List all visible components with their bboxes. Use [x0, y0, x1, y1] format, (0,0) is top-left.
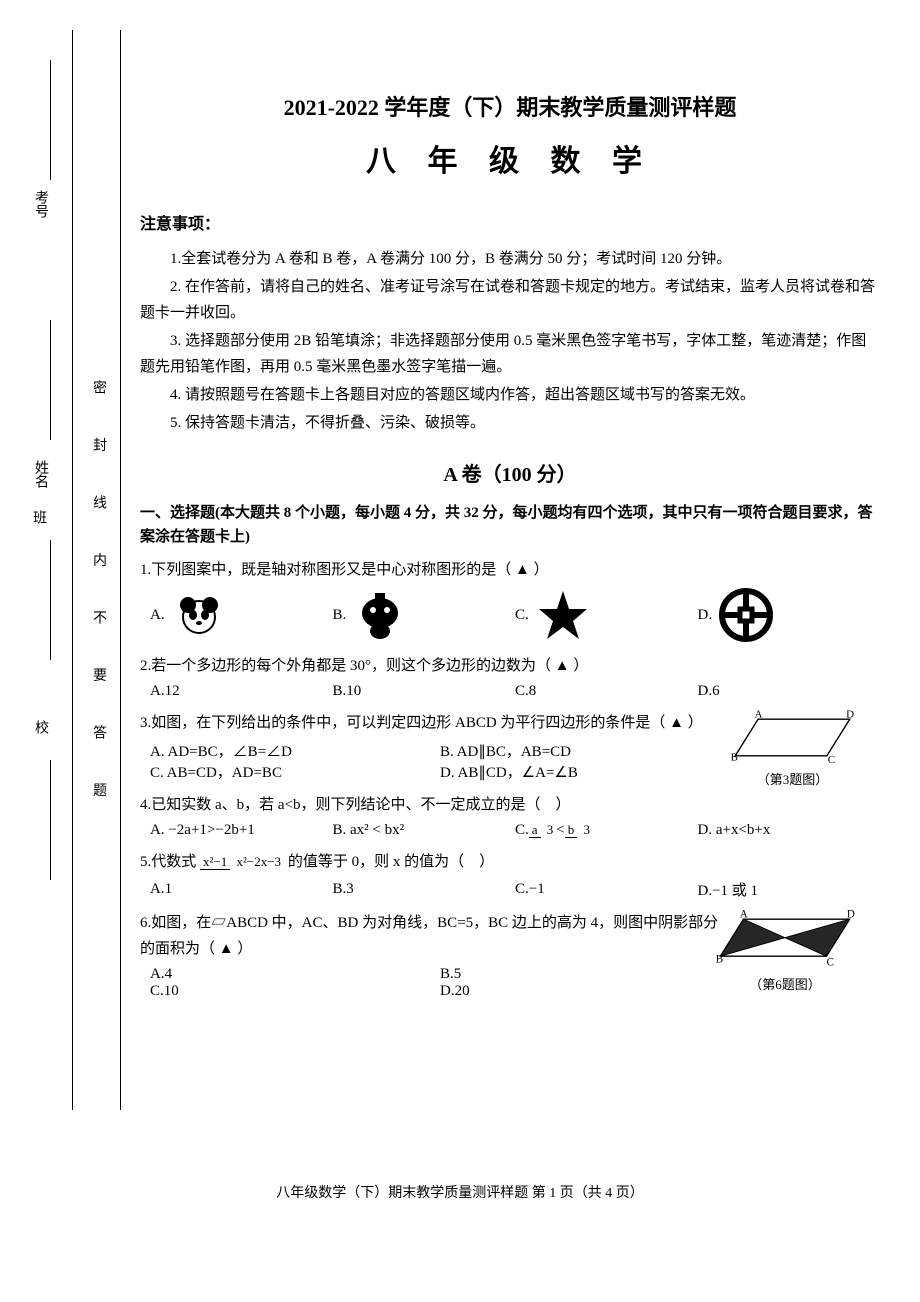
q5-options: A.1 B.3 C.−1 D.−1 或 1 — [150, 879, 880, 900]
q5-opt-b: B.3 — [333, 881, 516, 898]
q4-opt-c-prefix: C. — [515, 822, 529, 839]
panda-icon — [171, 587, 227, 643]
q4-opt-c: C. a 3 < b 3 — [515, 822, 698, 839]
star-logo-icon — [535, 587, 591, 643]
mascot-icon — [352, 587, 408, 643]
q4-frac-a: a 3 — [529, 823, 557, 837]
q3-opt-c: C. AB=CD，AD=BC — [150, 761, 440, 782]
title-sub: 八 年 级 数 学 — [140, 136, 880, 180]
title-main: 2021-2022 学年度（下）期末教学质量测评样题 — [140, 90, 880, 122]
q5-fraction: x²−1 x²−2x−3 — [200, 855, 284, 869]
label-class: 班 — [28, 510, 48, 524]
q4-opt-a: A. −2a+1>−2b+1 — [150, 822, 333, 839]
q6-opt-a: A.4 — [150, 966, 440, 983]
q6-figure: A D B C （第6题图） — [710, 910, 860, 993]
binding-margin: 考号 姓名 班 校 密 封 线 内 不 要 答 题 — [0, 0, 120, 1302]
q5-opt-d: D.−1 或 1 — [698, 879, 881, 900]
seal-line-caption: 密 封 线 内 不 要 答 题 — [88, 380, 108, 817]
q4-opt-d: D. a+x<b+x — [698, 822, 881, 839]
notice-3: 3. 选择题部分使用 2B 铅笔填涂；非选择题部分使用 0.5 毫米黑色签字笔书… — [140, 328, 880, 380]
q5-text: 5.代数式 x²−1 x²−2x−3 的值等于 0，则 x 的值为（ ） — [140, 849, 880, 875]
page-footer: 八年级数学（下）期末教学质量测评样题 第 1 页（共 4 页） — [0, 1182, 920, 1202]
q4-text: 4.已知实数 a、b，若 a<b，则下列结论中、不一定成立的是（ ） — [140, 792, 880, 818]
q3-figure: A D B C （第3题图） — [725, 710, 860, 788]
q6-opt-d: D.20 — [440, 983, 730, 1000]
q5-prefix: 5.代数式 — [140, 854, 196, 870]
svg-text:C: C — [827, 956, 834, 968]
q2-opt-c: C.8 — [515, 683, 698, 700]
q4-frac-b: b 3 — [565, 823, 593, 837]
svg-text:B: B — [716, 954, 723, 966]
q6-opt-c: C.10 — [150, 983, 440, 1000]
q6-text: 6.如图，在▱ABCD 中，AC、BD 为对角线，BC=5，BC 边上的高为 4… — [140, 910, 730, 962]
q2-options: A.12 B.10 C.8 D.6 — [150, 683, 880, 700]
q1-options: A. B. C. D. — [150, 587, 880, 643]
q3-fig-c: C — [828, 754, 835, 765]
q3-fig-d: D — [846, 710, 854, 720]
margin-rule-outer — [120, 30, 121, 1110]
line-school — [50, 760, 51, 880]
q1-opt-d-label: D. — [698, 607, 713, 624]
q5-opt-a: A.1 — [150, 881, 333, 898]
notice-head: 注意事项： — [140, 210, 880, 234]
q3-fig-caption: （第3题图） — [725, 769, 860, 788]
label-exam-no: 考号 — [30, 190, 50, 218]
q3-opt-b: B. AD∥BC，AB=CD — [440, 740, 730, 761]
label-school: 校 — [30, 720, 50, 734]
q3-opt-d: D. AB∥CD，∠A=∠B — [440, 761, 730, 782]
q6-options: A.4 B.5 C.10 D.20 — [150, 966, 730, 1000]
q4-lt: < — [556, 822, 564, 839]
q2-opt-d: D.6 — [698, 683, 881, 700]
q6-block: 6.如图，在▱ABCD 中，AC、BD 为对角线，BC=5，BC 边上的高为 4… — [140, 910, 880, 1000]
page-content: 2021-2022 学年度（下）期末教学质量测评样题 八 年 级 数 学 注意事… — [140, 30, 900, 1010]
q3-opt-a: A. AD=BC，∠B=∠D — [150, 740, 440, 761]
q5-opt-c: C.−1 — [515, 881, 698, 898]
line-name — [50, 320, 51, 440]
q1-opt-d: D. — [698, 587, 881, 643]
coin-logo-icon — [718, 587, 774, 643]
notice-1: 1.全套试卷分为 A 卷和 B 卷，A 卷满分 100 分，B 卷满分 50 分… — [140, 246, 880, 272]
q2-opt-a: A.12 — [150, 683, 333, 700]
part1-intro: 一、选择题(本大题共 8 个小题，每小题 4 分，共 32 分，每小题均有四个选… — [140, 501, 880, 549]
notice-5: 5. 保持答题卡清洁，不得折叠、污染、破损等。 — [140, 410, 880, 436]
notice-4: 4. 请按照题号在答题卡上各题目对应的答题区域内作答，超出答题区域书写的答案无效… — [140, 382, 880, 408]
margin-rule-inner — [72, 30, 73, 1110]
q5-suffix: 的值等于 0，则 x 的值为（ ） — [288, 854, 494, 870]
q3-fig-a: A — [754, 710, 762, 720]
svg-text:A: A — [740, 910, 748, 920]
line-class — [50, 540, 51, 660]
q2-text: 2.若一个多边形的每个外角都是 30°，则这个多边形的边数为（ ▲ ） — [140, 653, 880, 679]
q1-text: 1.下列图案中，既是轴对称图形又是中心对称图形的是（ ▲ ） — [140, 557, 880, 583]
q3-block: 3.如图，在下列给出的条件中，可以判定四边形 ABCD 为平行四边形的条件是（ … — [140, 710, 880, 782]
q6-fig-caption: （第6题图） — [710, 974, 860, 993]
q3-text: 3.如图，在下列给出的条件中，可以判定四边形 ABCD 为平行四边形的条件是（ … — [140, 710, 730, 736]
line-exam-no — [50, 60, 51, 180]
q3-options: A. AD=BC，∠B=∠D B. AD∥BC，AB=CD C. AB=CD，A… — [150, 740, 730, 782]
q4-opt-b: B. ax² < bx² — [333, 822, 516, 839]
q1-opt-a: A. — [150, 587, 333, 643]
q1-opt-a-label: A. — [150, 607, 165, 624]
q1-opt-b: B. — [333, 587, 516, 643]
label-name: 姓名 — [30, 460, 50, 488]
q1-opt-c-label: C. — [515, 607, 529, 624]
q4-options: A. −2a+1>−2b+1 B. ax² < bx² C. a 3 < b 3… — [150, 822, 880, 839]
q6-opt-b: B.5 — [440, 966, 730, 983]
q1-opt-b-label: B. — [333, 607, 347, 624]
notice-2: 2. 在作答前，请将自己的姓名、准考证号涂写在试卷和答题卡规定的地方。考试结束，… — [140, 274, 880, 326]
q3-fig-b: B — [731, 751, 738, 763]
section-a-title: A 卷（100 分） — [140, 458, 880, 487]
svg-text:D: D — [847, 910, 855, 920]
q1-opt-c: C. — [515, 587, 698, 643]
q2-opt-b: B.10 — [333, 683, 516, 700]
